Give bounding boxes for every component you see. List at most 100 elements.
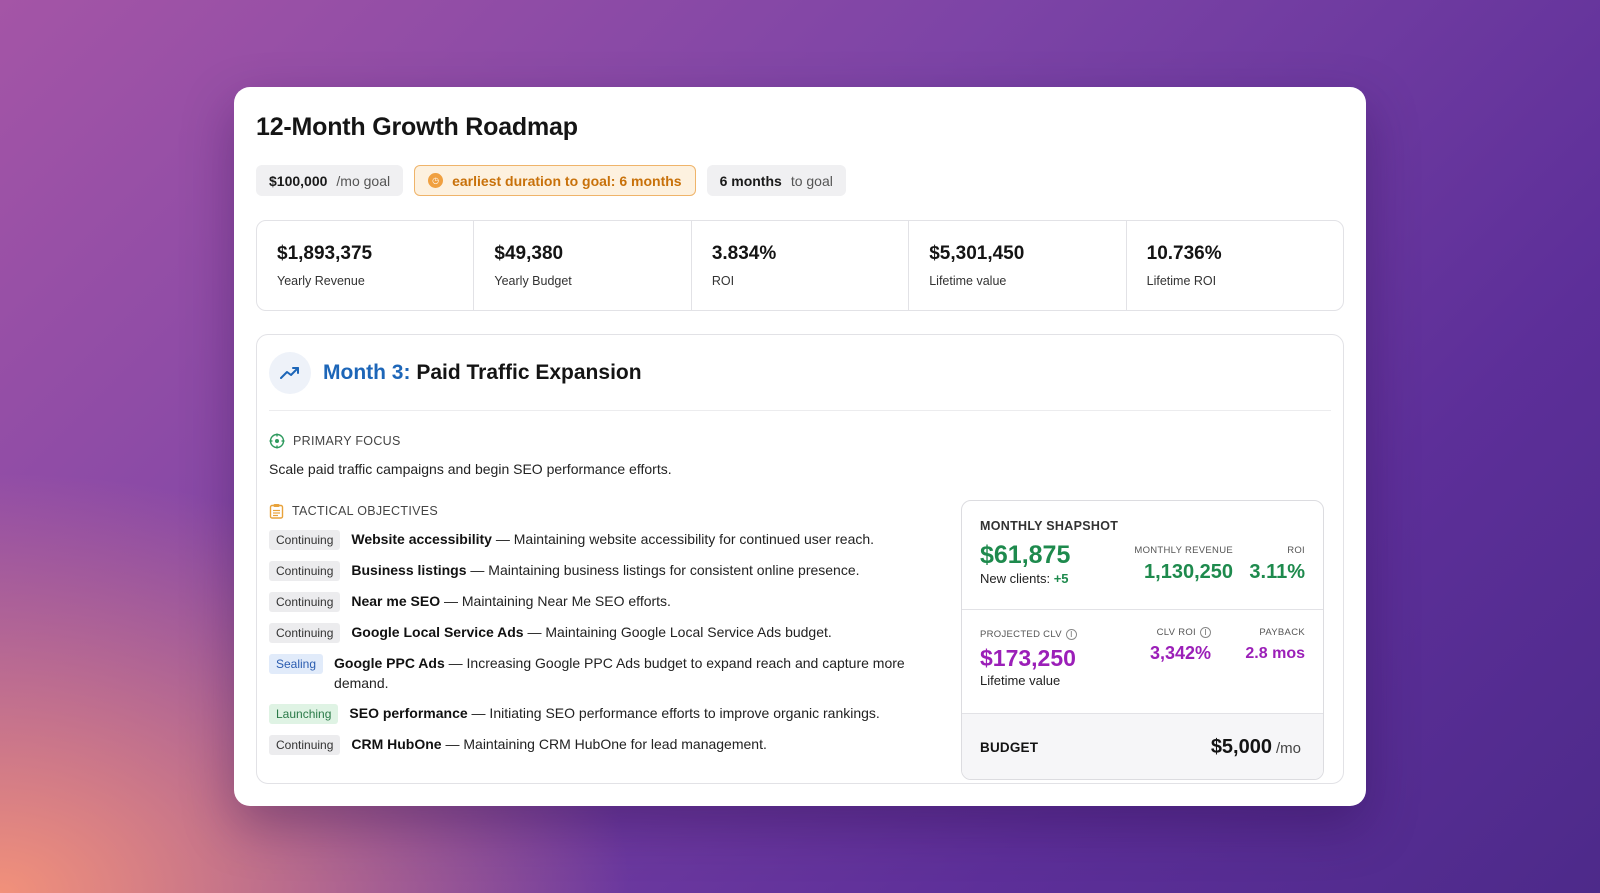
budget-amount: $5,000/mo bbox=[1211, 736, 1301, 759]
roi-label: ROI bbox=[1287, 545, 1305, 556]
lifetime-value-label: Lifetime value bbox=[980, 673, 1061, 688]
primary-focus-text: Scale paid traffic campaigns and begin S… bbox=[269, 461, 672, 477]
tactical-objectives-heading: TACTICAL OBJECTIVES bbox=[269, 503, 1331, 519]
stat-value: $49,380 bbox=[494, 243, 564, 264]
snapshot-budget-section: BUDGET $5,000/mo bbox=[962, 714, 1323, 779]
objective-desc: — Maintaining CRM HubOne for lead manage… bbox=[441, 736, 767, 752]
objective-item: Continuing Website accessibility — Maint… bbox=[269, 529, 929, 550]
stat-label: Lifetime ROI bbox=[1146, 274, 1217, 288]
month-number: Month 3: bbox=[323, 360, 411, 384]
objective-desc: — Maintaining Google Local Service Ads b… bbox=[523, 624, 832, 640]
target-icon bbox=[269, 433, 285, 449]
budget-label: BUDGET bbox=[980, 740, 1039, 755]
objective-name: SEO performance bbox=[349, 705, 468, 721]
monthly-revenue-label: MONTHLY REVENUE bbox=[1134, 545, 1233, 556]
monthly-revenue-metric: MONTHLY REVENUE 1,130,250 bbox=[1134, 545, 1233, 584]
clv-roi-metric: CLV ROI i 3,342% bbox=[1150, 627, 1211, 664]
stat-value: 3.834% bbox=[711, 243, 777, 264]
roi-value: 3.11% bbox=[1249, 561, 1305, 583]
info-icon[interactable]: i bbox=[1065, 629, 1077, 640]
status-tag: Launching bbox=[269, 704, 339, 724]
snapshot-revenue-section: MONTHLY SHAPSHOT $61,875 New clients: +5… bbox=[962, 501, 1323, 610]
status-tag: Continuing bbox=[269, 530, 341, 550]
month-header: Month 3: Paid Traffic Expansion bbox=[269, 335, 1331, 411]
objective-name: CRM HubOne bbox=[351, 736, 442, 752]
monthly-value: $61,875 bbox=[980, 541, 1071, 569]
snapshot-clv-section: PROJECTED CLV i $173,250 Lifetime value … bbox=[962, 610, 1323, 714]
clv-roi-value: 3,342% bbox=[1149, 643, 1211, 663]
payback-label: PAYBACK bbox=[1259, 627, 1305, 638]
roi-metric: ROI 3.11% bbox=[1249, 545, 1305, 584]
stat-value: $1,893,375 bbox=[277, 243, 373, 264]
payback-metric: PAYBACK 2.8 mos bbox=[1245, 627, 1305, 663]
projected-clv-label: PROJECTED CLV bbox=[980, 629, 1062, 640]
objective-item: Continuing Google Local Service Ads — Ma… bbox=[269, 622, 929, 643]
new-clients: New clients: +5 bbox=[980, 571, 1305, 586]
stat-label: Yearly Budget bbox=[494, 274, 572, 288]
roadmap-card: 12-Month Growth Roadmap $100,000 /mo goa… bbox=[234, 87, 1366, 806]
objective-desc: — Maintaining Near Me SEO efforts. bbox=[440, 593, 671, 609]
new-clients-label: New clients: bbox=[980, 571, 1051, 586]
projected-clv-heading: PROJECTED CLV i bbox=[980, 629, 1305, 640]
summary-stats: $1,893,375 Yearly Revenue $49,380 Yearly… bbox=[256, 220, 1344, 311]
objective-desc: — Maintaining business listings for cons… bbox=[466, 562, 860, 578]
months-value: 6 months bbox=[719, 172, 782, 189]
objective-name: Google Local Service Ads bbox=[351, 624, 524, 640]
status-tag: Continuing bbox=[269, 561, 341, 581]
tactical-objectives-label: TACTICAL OBJECTIVES bbox=[292, 504, 439, 518]
primary-focus-heading: PRIMARY FOCUS bbox=[269, 433, 1331, 449]
stat-roi: 3.834% ROI bbox=[692, 221, 910, 310]
status-tag: Sealing bbox=[269, 654, 324, 674]
info-icon[interactable]: i bbox=[1200, 627, 1211, 638]
trending-up-icon bbox=[269, 351, 311, 394]
objective-desc: — Increasing Google PPC Ads budget to ex… bbox=[334, 655, 905, 691]
monthly-revenue-value: 1,130,250 bbox=[1144, 561, 1233, 583]
goal-pills: $100,000 /mo goal ◷ earliest duration to… bbox=[256, 165, 1344, 196]
stat-label: Lifetime value bbox=[929, 274, 1007, 288]
objective-desc: — Initiating SEO performance efforts to … bbox=[467, 705, 880, 721]
clv-roi-label: CLV ROI bbox=[1156, 627, 1196, 638]
payback-value: 2.8 mos bbox=[1245, 645, 1305, 662]
projected-clv-value: $173,250 bbox=[980, 645, 1076, 671]
objective-item: Continuing Business listings — Maintaini… bbox=[269, 560, 929, 581]
stat-label: Yearly Revenue bbox=[277, 274, 365, 288]
clock-icon: ◷ bbox=[428, 173, 444, 188]
stat-lifetime-roi: 10.736% Lifetime ROI bbox=[1127, 221, 1343, 310]
status-tag: Continuing bbox=[269, 592, 341, 612]
month-name: Paid Traffic Expansion bbox=[416, 360, 642, 384]
months-suffix: to goal bbox=[790, 172, 833, 189]
month-title: Month 3: Paid Traffic Expansion bbox=[323, 361, 642, 385]
stat-value: 10.736% bbox=[1146, 243, 1222, 264]
objective-item: Continuing CRM HubOne — Maintaining CRM … bbox=[269, 734, 929, 755]
goal-suffix: /mo goal bbox=[336, 172, 391, 189]
objective-name: Near me SEO bbox=[351, 593, 441, 609]
month-panel: Month 3: Paid Traffic Expansion PRIMARY … bbox=[256, 334, 1344, 784]
goal-pill: $100,000 /mo goal bbox=[256, 165, 404, 196]
stat-lifetime-value: $5,301,450 Lifetime value bbox=[909, 221, 1127, 310]
earliest-duration-text: earliest duration to goal: 6 months bbox=[452, 172, 682, 189]
clipboard-icon bbox=[269, 504, 284, 519]
page-title: 12-Month Growth Roadmap bbox=[256, 113, 578, 141]
budget-value: $5,000 bbox=[1210, 736, 1272, 758]
status-tag: Continuing bbox=[269, 735, 341, 755]
new-clients-value: +5 bbox=[1053, 571, 1069, 586]
objective-item: Continuing Near me SEO — Maintaining Nea… bbox=[269, 591, 929, 612]
months-to-goal-pill: 6 months to goal bbox=[706, 165, 846, 196]
earliest-duration-badge: ◷ earliest duration to goal: 6 months bbox=[414, 165, 696, 196]
objective-name: Business listings bbox=[351, 562, 467, 578]
monthly-snapshot-panel: MONTHLY SHAPSHOT $61,875 New clients: +5… bbox=[961, 500, 1324, 780]
clv-roi-heading: CLV ROI i bbox=[1150, 627, 1211, 638]
stat-yearly-revenue: $1,893,375 Yearly Revenue bbox=[257, 221, 475, 310]
objective-name: Google PPC Ads bbox=[334, 655, 445, 671]
objective-item: Sealing Google PPC Ads — Increasing Goog… bbox=[269, 653, 929, 693]
stat-yearly-budget: $49,380 Yearly Budget bbox=[474, 221, 692, 310]
objectives-list: Continuing Website accessibility — Maint… bbox=[269, 529, 929, 755]
budget-unit: /mo bbox=[1275, 740, 1301, 757]
objective-name: Website accessibility bbox=[351, 531, 492, 547]
stat-label: ROI bbox=[711, 274, 735, 288]
goal-value: $100,000 bbox=[269, 172, 328, 189]
stat-value: $5,301,450 bbox=[929, 243, 1025, 264]
status-tag: Continuing bbox=[269, 623, 341, 643]
primary-focus-label: PRIMARY FOCUS bbox=[293, 434, 401, 448]
objective-item: Launching SEO performance — Initiating S… bbox=[269, 703, 929, 724]
